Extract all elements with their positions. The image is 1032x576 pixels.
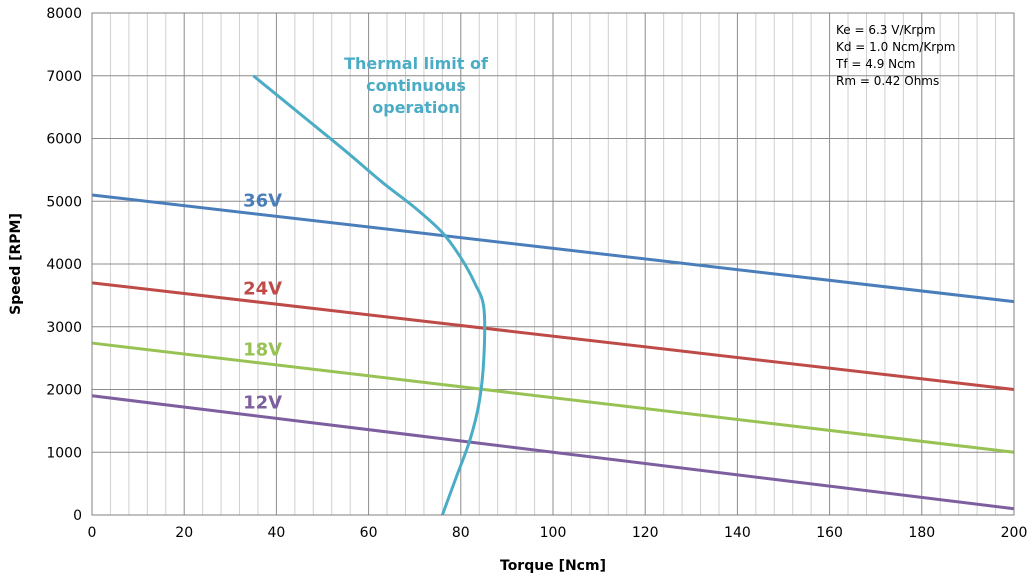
thermal-limit-label-line-2: continuous: [366, 76, 466, 95]
parameter-box: Ke = 6.3 V/Krpm Kd = 1.0 Ncm/Krpm Tf = 4…: [835, 23, 955, 88]
x-tick-label: 100: [540, 525, 567, 541]
y-tick-label: 3000: [46, 320, 82, 336]
y-tick-label: 6000: [46, 132, 82, 148]
x-tick-label: 40: [267, 525, 285, 541]
series-line-12V: [91, 394, 1015, 511]
y-tick-label: 0: [73, 508, 82, 524]
y-tick-label: 7000: [46, 69, 82, 85]
parameter-rm: Rm = 0.42 Ohms: [836, 74, 939, 88]
series-label-36V: 36V: [243, 191, 282, 212]
x-tick-label: 60: [360, 525, 378, 541]
thermal-limit-label: Thermal limit of continuous operation: [344, 54, 489, 117]
x-tick-label: 180: [908, 525, 935, 541]
x-tick-label: 120: [632, 525, 659, 541]
series-label-24V: 24V: [243, 279, 282, 300]
parameter-tf: Tf = 4.9 Ncm: [835, 57, 915, 71]
parameter-kd: Kd = 1.0 Ncm/Krpm: [836, 40, 955, 54]
series-lines: [91, 74, 1015, 516]
series-line-36V: [91, 193, 1015, 304]
x-tick-label: 140: [724, 525, 751, 541]
x-tick-label: 80: [452, 525, 470, 541]
y-tick-label: 5000: [46, 194, 82, 210]
thermal-limit-curve: [252, 74, 487, 516]
thermal-limit-label-line-3: operation: [372, 98, 460, 117]
tick-labels: 0 20 40 60 80 100 120 140 160 180 2000100020003000…: [46, 6, 1027, 541]
y-tick-label: 1000: [46, 445, 82, 461]
series-line-18V: [91, 341, 1015, 454]
grid: [91, 12, 1015, 516]
x-tick-label: 0: [88, 525, 97, 541]
x-tick-label: 160: [816, 525, 843, 541]
y-tick-label: 2000: [46, 383, 82, 399]
y-tick-label: 8000: [46, 6, 82, 22]
series-line-24V: [91, 281, 1015, 391]
series-label-12V: 12V: [243, 393, 282, 414]
parameter-ke: Ke = 6.3 V/Krpm: [836, 23, 936, 37]
y-tick-label: 4000: [46, 257, 82, 273]
y-axis-title: Speed [RPM]: [8, 213, 24, 315]
x-tick-label: 20: [175, 525, 193, 541]
x-axis-title: Torque [Ncm]: [500, 558, 606, 574]
thermal-limit-label-line-1: Thermal limit of: [344, 54, 489, 73]
series-label-18V: 18V: [243, 339, 282, 360]
series-labels: 36V 24V 18V 12V: [243, 191, 282, 414]
plot-border: [91, 12, 1015, 516]
x-tick-label: 200: [1001, 525, 1028, 541]
